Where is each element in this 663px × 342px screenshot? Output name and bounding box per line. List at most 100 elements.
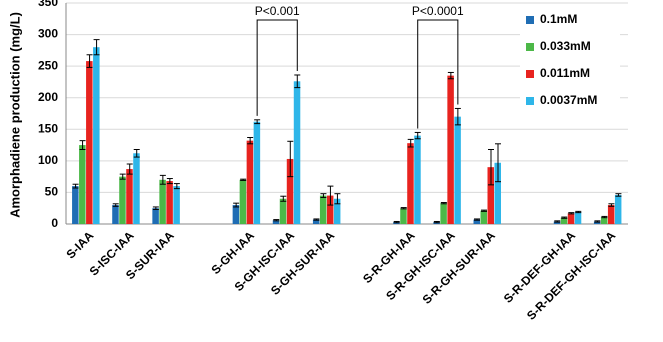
y-tick-label: 0 [51,216,58,230]
y-axis-label: Amorphadiene production (mg/L) [7,12,22,218]
error-bar [233,202,240,208]
error-bar [72,183,79,189]
legend-swatch [526,16,534,24]
error-bar [126,163,133,175]
bar [133,153,140,224]
error-bar [433,220,440,224]
y-tick-label: 300 [38,27,58,41]
bar [239,179,247,224]
bar [593,221,601,224]
error-bar [447,71,454,80]
significance-bracket [256,19,298,116]
bar [454,116,461,224]
legend-label: 0.1mM [540,12,577,26]
bar [574,212,582,224]
y-tick-label: 100 [38,153,58,167]
y-tick-label: 50 [45,185,59,199]
significance-bracket [417,19,459,129]
error-bar [440,202,447,205]
bar [326,195,334,224]
bar [487,167,494,224]
error-bar [93,39,100,56]
error-bar [112,203,119,207]
bar [560,217,568,224]
bar [166,181,173,224]
error-bar [119,173,126,180]
error-bar [86,54,93,68]
y-tick-label: 150 [38,121,58,135]
bar [293,81,301,224]
legend-background [520,8,620,118]
error-bar [414,131,421,140]
error-bar [313,218,320,221]
bar [614,194,622,224]
error-bar [173,183,180,190]
x-tick-label: S-R-GH-ISC-IAA [383,228,458,303]
bar [272,220,280,224]
error-bar [133,148,140,158]
error-bar [247,136,254,145]
bar [400,208,407,224]
bar [152,208,159,224]
error-bar [240,178,247,181]
error-bar [273,219,280,222]
bar [414,135,421,224]
x-tick-label: S-IAA [63,228,96,261]
bar [93,47,100,225]
error-bar [488,148,494,186]
bar [246,140,254,224]
bar [600,217,608,224]
error-bar [393,220,400,224]
bar [119,176,126,224]
error-bar [495,143,501,183]
bar [72,186,79,224]
error-bar [481,209,487,212]
error-bar [454,107,461,126]
bar [86,61,93,224]
bar [567,213,575,224]
error-bar [601,215,608,219]
error-bar [320,193,327,198]
bar [447,75,454,224]
error-bar [254,119,261,125]
bar [126,169,133,224]
error-bar [608,203,615,207]
bar [286,158,294,224]
error-bar [594,220,601,223]
error-bar [554,220,561,223]
y-tick-label: 200 [38,90,58,104]
error-bar [615,193,622,197]
bar [312,219,320,224]
y-tick-label: 350 [38,0,58,9]
legend-label: 0.033mM [540,39,591,53]
bar [480,210,487,224]
legend-label: 0.0037mM [540,93,597,107]
bar [440,203,447,224]
y-tick-label: 250 [38,58,58,72]
error-bar [400,207,407,210]
error-bar [474,218,480,221]
x-tick-label: S-R-DEF-GH-IAA [501,228,579,306]
error-bar [280,195,287,202]
error-bar [152,206,159,210]
bar [473,219,480,224]
legend-label: 0.011mM [540,66,590,80]
bar [173,186,180,224]
error-bar [407,138,414,148]
error-bar [287,140,294,178]
error-bar [334,193,341,205]
error-bar [294,74,301,89]
error-bar [159,174,166,185]
error-bar [575,210,582,214]
error-bar [327,185,334,206]
legend-swatch [526,97,534,105]
bar [112,205,119,224]
bar [319,195,327,224]
bar [232,205,240,224]
bar [279,198,287,224]
bar [159,179,166,224]
bar [607,205,615,224]
legend-swatch [526,43,534,51]
